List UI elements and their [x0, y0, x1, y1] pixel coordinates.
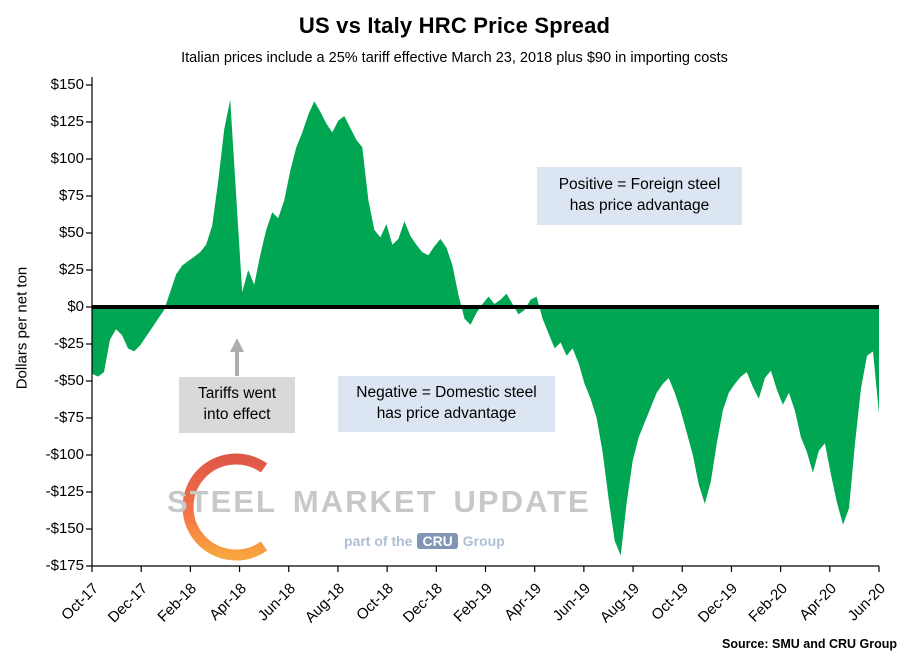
y-tick-label: -$125 [45, 483, 84, 500]
y-tick-label: -$50 [53, 372, 84, 389]
annotation-negative-spread: Negative = Domestic steel has price adva… [338, 376, 555, 432]
watermark-word-market: MARKET [292, 484, 438, 519]
watermark-subline: part of the CRU Group [344, 533, 505, 549]
y-tick-label: -$25 [53, 335, 84, 352]
watermark-word-update: UPDATE [453, 484, 591, 519]
y-tick-label: $125 [50, 113, 84, 130]
y-tick-label: $25 [58, 261, 84, 278]
annotation-tariffs-effect: Tariffs went into effect [179, 377, 295, 433]
chart-subtitle: Italian prices include a 25% tariff effe… [181, 50, 728, 66]
logo-crescent-icon [182, 453, 268, 561]
y-tick-label: -$75 [53, 409, 84, 426]
y-tick-label: $150 [50, 76, 84, 93]
watermark-group-label: Group [462, 533, 505, 549]
y-tick-label: $100 [50, 150, 84, 167]
watermark-word-steel: STEEL [167, 484, 277, 519]
watermark-logo: STEEL MARKET UPDATE [167, 484, 607, 520]
spread-area-series [92, 99, 879, 556]
annotation-positive-spread: Positive = Foreign steel has price advan… [537, 167, 742, 225]
tariff-arrow-head-icon [230, 338, 244, 352]
source-credit: Source: SMU and CRU Group [721, 637, 897, 651]
y-tick-label: $0 [67, 298, 84, 315]
y-tick-label: -$150 [45, 520, 84, 537]
y-tick-label: $75 [58, 187, 84, 204]
y-tick-label: -$175 [45, 557, 84, 574]
chart-title: US vs Italy HRC Price Spread [298, 13, 611, 38]
y-tick-label: -$100 [45, 446, 84, 463]
cru-badge: CRU [417, 533, 458, 549]
watermark-partof-label: part of the [344, 533, 413, 549]
y-tick-label: $50 [58, 224, 84, 241]
